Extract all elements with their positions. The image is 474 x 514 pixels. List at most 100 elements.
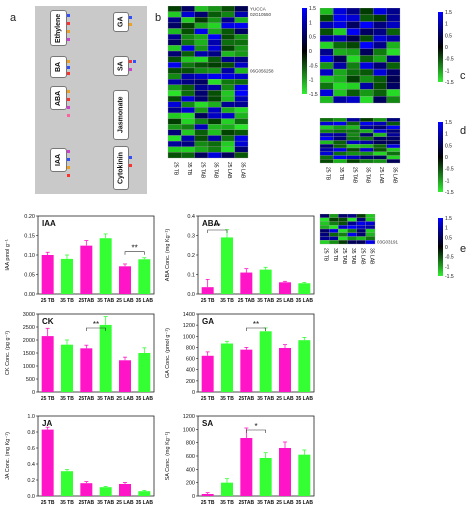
marker-dot — [67, 158, 70, 161]
heatmap-cell — [386, 129, 401, 134]
bar — [259, 458, 272, 496]
heatmap-cell — [167, 107, 182, 114]
y-tick-label: 0.10 — [24, 253, 35, 259]
box-ethylene: Ethylene — [50, 10, 67, 46]
heatmap-c: 1.5 1 0.5 0 -0.5 -1 -1.5 — [319, 8, 454, 104]
heatmap-cell — [221, 39, 235, 46]
chart-sa: 0 200 400 600 800 1000 1200 25 TB 35 TB 25TAB 35 T… — [165, 414, 315, 506]
y-tick-label: 1500 — [23, 351, 35, 357]
y-tick-label: 0.4 — [27, 462, 35, 468]
heatmap-cell — [373, 96, 387, 104]
heatmap-cell — [319, 121, 334, 126]
significance-bracket — [246, 429, 266, 433]
heatmap-cell — [167, 50, 182, 57]
x-tick-label: 35 LAB — [296, 396, 314, 402]
bar — [138, 353, 151, 392]
heatmap-cell — [347, 232, 357, 237]
bar — [61, 471, 73, 496]
heatmap-cell — [319, 41, 334, 49]
heatmap-cell — [234, 11, 249, 18]
heatmap-cell — [319, 118, 334, 122]
colorbar-tick: 1.5 — [445, 10, 452, 16]
heatmap-cell — [386, 14, 401, 22]
heatmap-cell — [386, 48, 401, 56]
heatmap-cell — [356, 221, 366, 226]
heatmap-column-label: 35 LAB — [368, 248, 374, 265]
heatmap-cell — [347, 225, 357, 230]
heatmap-cell — [356, 217, 366, 222]
heatmap-cell — [346, 132, 361, 137]
significance-label: * — [254, 422, 257, 431]
heatmap-cell — [347, 221, 357, 226]
colorbar-tick: 1.5 — [445, 120, 452, 126]
colorbar-tick: 0 — [445, 155, 448, 161]
marker-dot — [67, 38, 70, 41]
heatmap-cell — [221, 17, 235, 24]
heatmap-cell — [207, 129, 222, 136]
heatmap-cell — [386, 147, 401, 152]
heatmap-cell — [386, 89, 401, 97]
y-tick-label: 800 — [186, 345, 195, 351]
heatmap-cell — [365, 214, 376, 218]
heatmap-cell — [181, 118, 195, 125]
gene-id-label: 03G03191 — [377, 239, 399, 244]
heatmap-cell — [194, 17, 209, 24]
y-axis-label: ABA Conc. (mg Kg⁻¹) — [165, 229, 171, 282]
heatmap-cell — [181, 39, 195, 46]
y-tick-label: 0.8 — [27, 430, 35, 436]
heatmap-cell — [167, 28, 182, 35]
heatmap-cell — [333, 144, 347, 149]
heatmap-cell — [319, 62, 334, 70]
colorbar-tick: 1.5 — [445, 216, 452, 222]
heatmap-cell — [234, 28, 249, 35]
bar — [119, 360, 131, 392]
bar — [240, 438, 253, 496]
heatmap-column-label: 25 LAB — [378, 167, 384, 184]
y-tick-label: 1000 — [183, 427, 195, 433]
colorbar-tick: -0.5 — [309, 63, 318, 69]
marker-dot — [129, 156, 132, 159]
heatmap-column-label: 35 TAB — [350, 248, 356, 265]
heatmap-cell — [319, 136, 334, 141]
heatmap-cell — [167, 45, 182, 52]
chart-title: GA — [202, 317, 214, 326]
y-tick-label: 0 — [192, 390, 195, 396]
heatmap-cell — [181, 56, 195, 63]
chart-ga: 0 200 400 600 800 1000 1200 1400 25 TB 35 TB 25TAB… — [165, 312, 315, 402]
heatmap-cell — [319, 55, 334, 63]
heatmap-cell — [167, 118, 182, 125]
heatmap-cell — [167, 39, 182, 46]
heatmap-cell — [234, 118, 249, 125]
y-tick-label: 400 — [186, 467, 195, 473]
x-tick-label: 35 TAB — [97, 396, 114, 402]
heatmap-cell — [221, 112, 235, 119]
heatmap-cell — [207, 146, 222, 153]
heatmap-cell — [373, 129, 387, 134]
heatmap-cell — [346, 34, 361, 43]
panel-label-e: e — [460, 243, 467, 255]
significance-label: ** — [214, 222, 220, 231]
chart-title: ABA — [202, 219, 220, 228]
colorbar-tick: 0.5 — [445, 143, 452, 149]
box-ga: GA — [113, 12, 129, 32]
heatmap-cell — [365, 240, 376, 245]
chart-aba: 0.0 0.1 0.2 0.3 0.4 25 TB 35 TB 25 TAB 35 TAB 25 … — [165, 214, 315, 304]
heatmap-cell — [167, 129, 182, 136]
colorbar-tick: 0 — [445, 45, 448, 51]
heatmap-cell — [365, 228, 376, 233]
heatmap-cell — [356, 228, 366, 233]
heatmap-cell — [181, 33, 195, 40]
heatmap-cell — [333, 118, 347, 122]
x-tick-label: 35 TAB — [97, 298, 114, 304]
heatmap-column-label: 25 TAB — [341, 248, 347, 265]
heatmap-cell — [221, 101, 235, 108]
heatmap-cell — [347, 236, 357, 241]
heatmap-cell — [234, 152, 249, 159]
heatmap-cell — [194, 39, 209, 46]
heatmap-b-colorbar: 1.5 1 0.5 0 -0.5 -1 -1.5 — [302, 6, 318, 98]
heatmap-cell — [359, 136, 374, 141]
heatmap-cell — [319, 155, 334, 160]
heatmap-cell — [181, 84, 195, 91]
heatmap-column-label: 35 TB — [332, 248, 338, 262]
heatmap-cell — [221, 124, 235, 131]
